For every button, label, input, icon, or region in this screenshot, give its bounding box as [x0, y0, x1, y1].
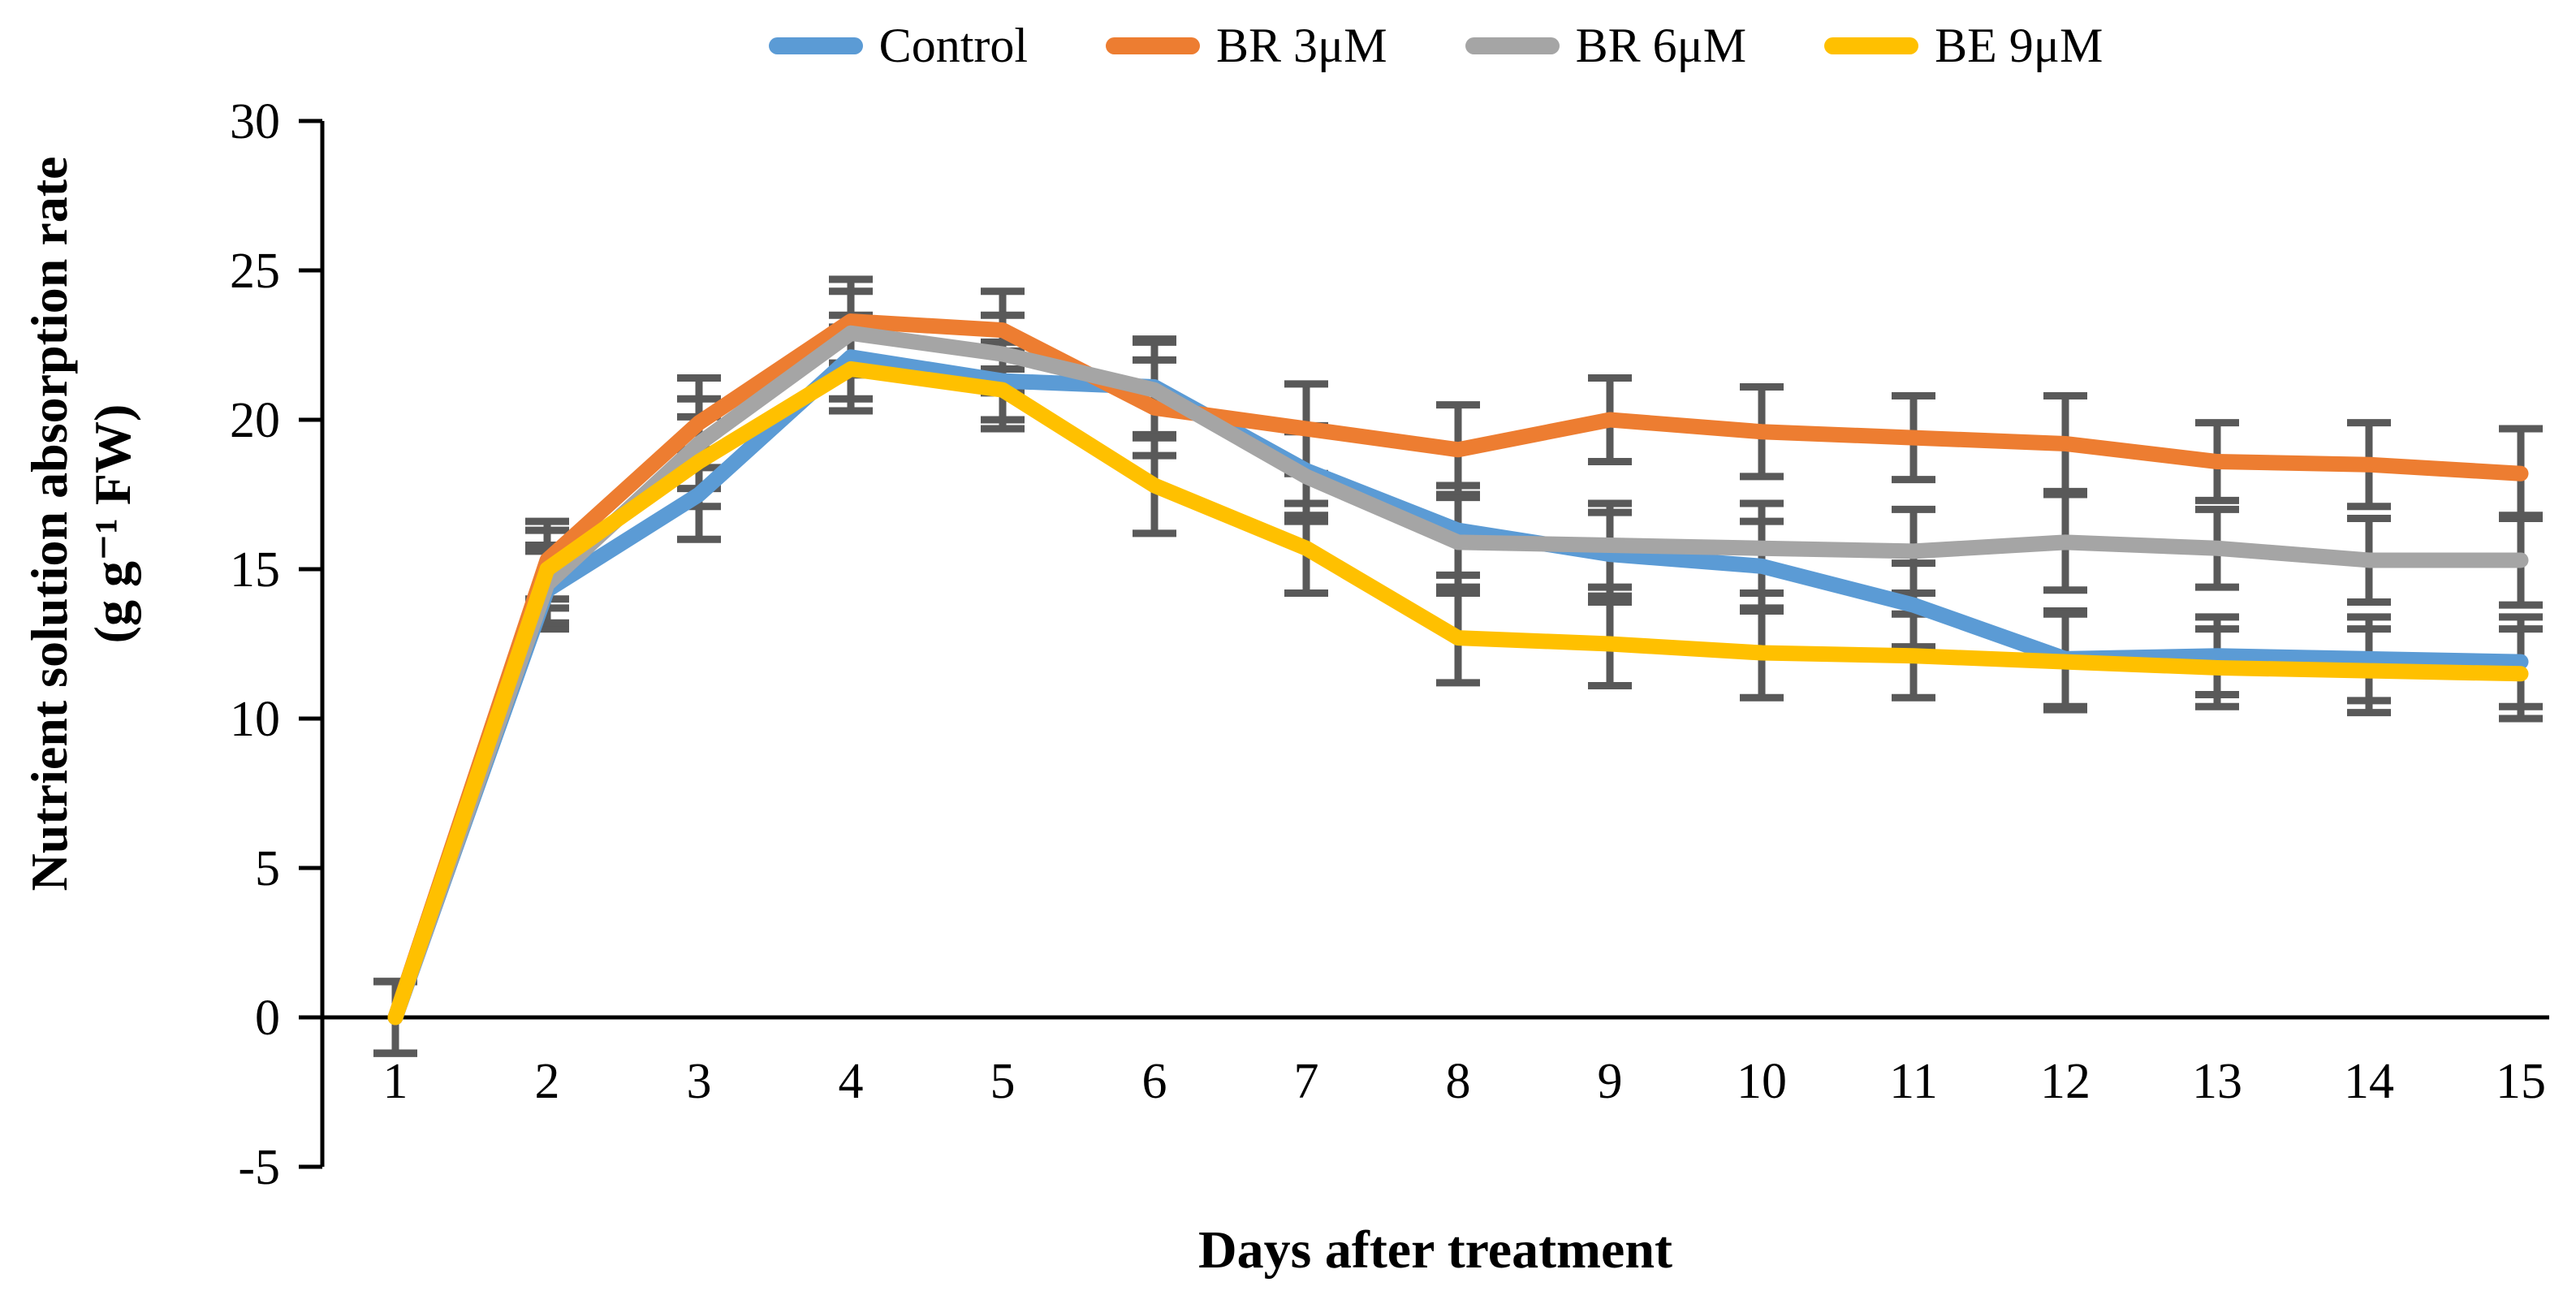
svg-text:3: 3	[687, 1054, 712, 1109]
svg-text:13: 13	[2192, 1054, 2242, 1109]
series-line-4	[387, 361, 2529, 1025]
svg-text:-5: -5	[238, 1140, 280, 1195]
axes	[299, 119, 2549, 1169]
svg-text:5: 5	[255, 841, 280, 896]
svg-text:20: 20	[230, 393, 280, 448]
svg-text:7: 7	[1294, 1054, 1319, 1109]
svg-text:8: 8	[1446, 1054, 1471, 1109]
svg-text:10: 10	[230, 692, 280, 747]
series-line-3	[387, 325, 2529, 1025]
svg-text:15: 15	[230, 542, 280, 598]
svg-text:14: 14	[2344, 1054, 2394, 1109]
legend-label-2: BR 3μM	[1216, 18, 1387, 72]
legend-item-4: BE 9μM	[1824, 18, 2103, 74]
svg-text:4: 4	[839, 1054, 864, 1109]
legend: Control BR 3μM BR 6μM BE 9μM	[322, 11, 2549, 80]
svg-text:10: 10	[1737, 1054, 1787, 1109]
legend-swatch-3	[1465, 37, 1560, 54]
svg-text:6: 6	[1142, 1054, 1167, 1109]
legend-item-3: BR 6μM	[1465, 18, 1747, 74]
svg-text:25: 25	[230, 244, 280, 299]
legend-swatch-2	[1106, 37, 1201, 54]
x-axis-title: Days after treatment	[1197, 1220, 1673, 1280]
series-line-1	[387, 349, 2529, 1025]
legend-item-1: Control	[768, 18, 1029, 74]
svg-text:9: 9	[1598, 1054, 1623, 1109]
x-tick-labels: 1 2 3 4 5 6 7 8 9 10 11 12 13 14 15	[383, 1054, 2547, 1109]
svg-text:1: 1	[383, 1054, 408, 1109]
legend-label-4: BE 9μM	[1935, 18, 2104, 72]
svg-text:0: 0	[255, 991, 280, 1046]
legend-swatch-4	[1824, 37, 1919, 54]
legend-label-3: BR 6μM	[1575, 18, 1747, 72]
legend-item-2: BR 3μM	[1106, 18, 1387, 74]
svg-text:2: 2	[535, 1054, 560, 1109]
svg-text:11: 11	[1889, 1054, 1938, 1109]
legend-swatch-1	[768, 37, 863, 54]
legend-label-1: Control	[878, 18, 1029, 72]
svg-text:5: 5	[990, 1054, 1016, 1109]
series-line-2	[387, 313, 2529, 1025]
svg-text:30: 30	[230, 94, 280, 149]
y-tick-labels: 30 25 20 15 10 5 0 -5	[230, 94, 280, 1195]
svg-text:12: 12	[2040, 1054, 2091, 1109]
svg-text:15: 15	[2496, 1054, 2546, 1109]
